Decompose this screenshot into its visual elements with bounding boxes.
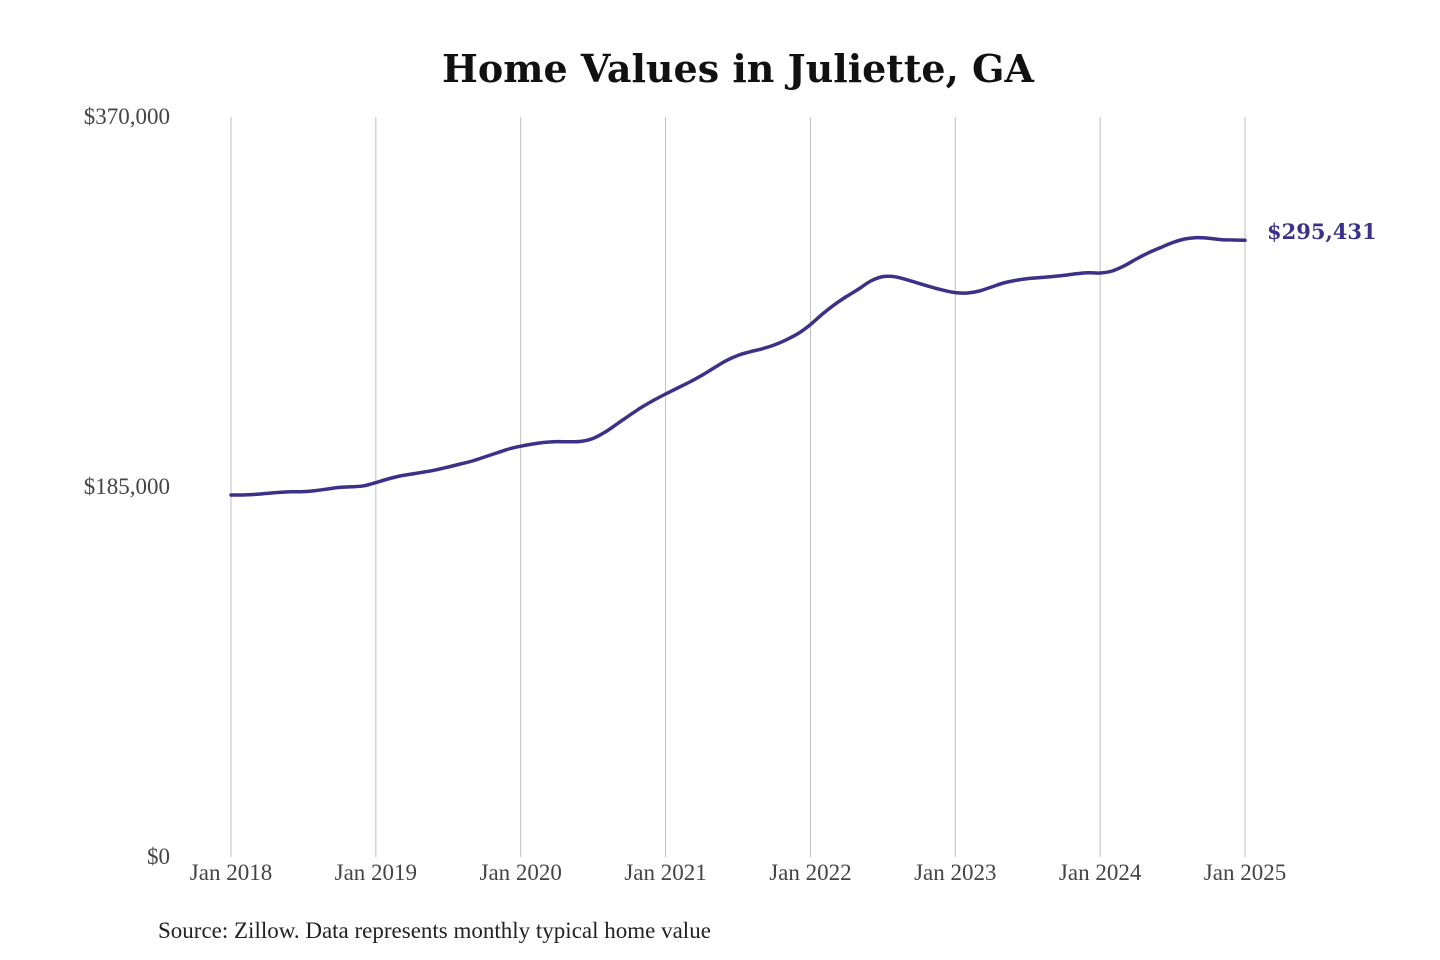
x-tick-label: Jan 2019 bbox=[335, 860, 417, 885]
grid-lines bbox=[230, 117, 1246, 857]
source-note: Source: Zillow. Data represents monthly … bbox=[158, 918, 711, 943]
plot-area: $295,431 bbox=[229, 219, 1377, 497]
y-tick-label: $0 bbox=[147, 844, 170, 869]
x-tick-label: Jan 2025 bbox=[1204, 860, 1286, 885]
y-tick-label: $370,000 bbox=[84, 104, 170, 129]
y-tick-label: $185,000 bbox=[84, 474, 170, 499]
x-tick-label: Jan 2023 bbox=[914, 860, 996, 885]
end-value-label: $295,431 bbox=[1267, 219, 1377, 244]
x-axis: Jan 2018 Jan 2019 Jan 2020 Jan 2021 Jan 2022… bbox=[190, 860, 1286, 885]
x-tick-label: Jan 2022 bbox=[769, 860, 851, 885]
y-axis: $0 $185,000 $370,000 bbox=[84, 104, 170, 869]
chart-title: Home Values in Juliette, GA bbox=[442, 46, 1034, 91]
x-tick-label: Jan 2021 bbox=[624, 860, 706, 885]
x-tick-label: Jan 2020 bbox=[480, 860, 562, 885]
home-value-line bbox=[229, 235, 1247, 497]
x-tick-label: Jan 2024 bbox=[1059, 860, 1142, 885]
x-tick-label: Jan 2018 bbox=[190, 860, 272, 885]
